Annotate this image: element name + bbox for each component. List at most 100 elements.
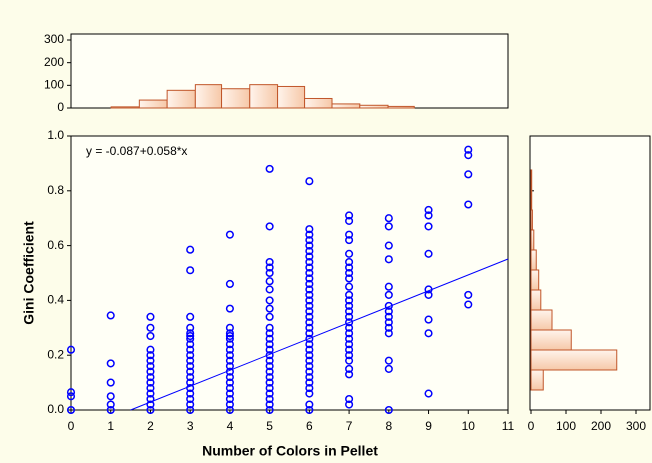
histogram-bar	[359, 104, 389, 109]
point	[464, 300, 473, 309]
histogram-bar	[530, 209, 533, 231]
point	[424, 315, 433, 324]
x-tick-label: 11	[502, 419, 515, 433]
point	[345, 400, 354, 409]
point	[424, 211, 433, 220]
histogram-bar	[249, 84, 279, 109]
point	[305, 177, 314, 186]
point	[345, 329, 354, 338]
point	[146, 362, 155, 371]
point	[305, 252, 314, 261]
point	[265, 222, 274, 231]
point	[146, 345, 155, 354]
point	[345, 274, 354, 283]
point	[345, 323, 354, 332]
histogram-bar	[530, 269, 540, 291]
point	[265, 384, 274, 393]
point	[345, 282, 354, 291]
y-axis-title: Gini Coefficient	[21, 221, 37, 325]
point	[384, 356, 393, 365]
point	[225, 378, 234, 387]
point	[265, 263, 274, 272]
point	[186, 329, 195, 338]
point	[225, 323, 234, 332]
x-tick-label: 100	[556, 419, 576, 433]
point	[265, 351, 274, 360]
point	[225, 351, 234, 360]
point	[265, 164, 274, 173]
point	[305, 373, 314, 382]
point	[345, 345, 354, 354]
point	[186, 334, 195, 343]
point	[225, 279, 234, 289]
y-tick-label: 100	[44, 78, 64, 92]
point	[305, 279, 314, 289]
point	[305, 268, 314, 278]
x-tick-label: 0	[68, 419, 75, 433]
histogram-bar	[387, 105, 415, 109]
point	[345, 312, 354, 321]
point	[424, 329, 433, 338]
point	[186, 378, 195, 387]
point	[464, 170, 473, 179]
x-tick-label: 5	[266, 419, 273, 433]
point	[186, 367, 195, 376]
point	[66, 345, 76, 354]
point	[305, 323, 314, 332]
x-tick-label: 300	[626, 419, 646, 433]
point	[345, 296, 354, 305]
x-tick-label: 10	[462, 419, 476, 433]
point	[186, 345, 195, 354]
point	[225, 400, 234, 409]
point	[305, 334, 314, 343]
histogram-bar	[194, 84, 223, 109]
point	[345, 263, 354, 272]
y-tick-label: 0	[57, 100, 64, 114]
point	[265, 304, 274, 313]
histogram-bar	[221, 88, 251, 109]
point	[265, 378, 274, 387]
point	[384, 318, 393, 327]
point	[305, 230, 314, 239]
point	[265, 334, 274, 343]
point	[305, 405, 314, 415]
point	[384, 323, 393, 332]
point	[106, 405, 115, 415]
point	[384, 282, 393, 291]
point	[305, 367, 314, 376]
point	[186, 389, 195, 398]
point	[106, 311, 115, 320]
point	[305, 340, 314, 349]
point	[106, 359, 115, 368]
point	[345, 318, 354, 327]
point	[225, 331, 234, 341]
point	[424, 205, 433, 215]
point	[225, 356, 234, 365]
x-tick-label: 7	[346, 419, 353, 433]
point	[265, 268, 274, 278]
point	[345, 356, 354, 365]
point	[265, 285, 274, 294]
point	[384, 214, 393, 223]
point	[345, 301, 354, 310]
point	[305, 312, 314, 321]
x-tick-label: 6	[306, 419, 313, 433]
y-tick-label: 0.4	[47, 293, 64, 307]
point	[186, 394, 195, 404]
point	[225, 405, 234, 415]
point	[265, 312, 274, 321]
point	[305, 247, 314, 256]
y-tick-label: 300	[44, 32, 64, 46]
point	[146, 323, 155, 332]
y-tick-label: 0.6	[47, 238, 64, 252]
point	[305, 296, 314, 305]
histogram-bar	[530, 229, 535, 251]
point	[225, 230, 234, 239]
point	[305, 236, 314, 245]
histogram-bar	[530, 329, 572, 351]
point	[305, 318, 314, 327]
point	[186, 384, 195, 393]
point	[225, 340, 234, 349]
point	[66, 388, 76, 397]
